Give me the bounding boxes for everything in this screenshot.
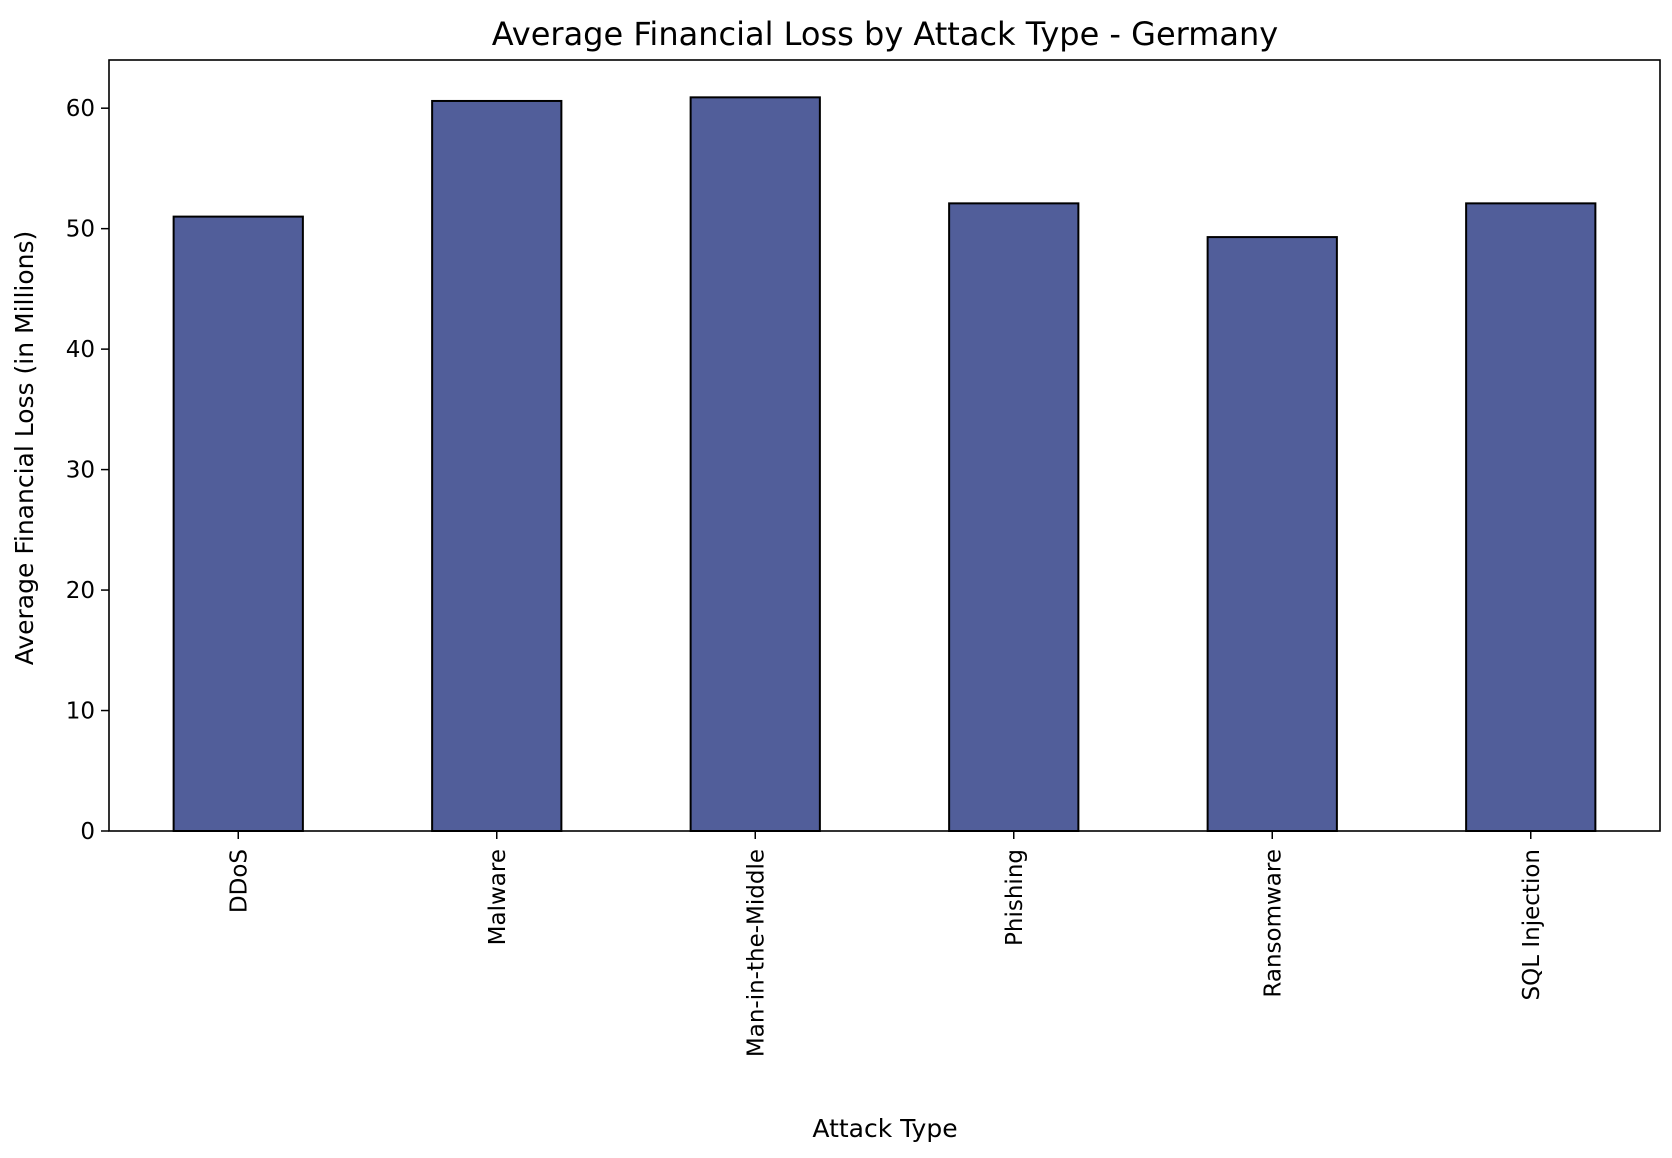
bar-ddos [172, 215, 304, 832]
bar-man-in-the-middle [689, 96, 821, 832]
y-axis-ticks: 0 10 20 30 40 50 60 [66, 96, 109, 845]
y-tick-label: 30 [66, 458, 95, 484]
bars-layer [172, 96, 1597, 833]
x-tick-label: SQL Injection [1519, 849, 1545, 1000]
bar-phishing [948, 202, 1080, 833]
x-tick-label: Malware [485, 849, 511, 945]
y-tick-label: 60 [66, 96, 95, 122]
bar-malware [431, 99, 563, 833]
x-axis-ticks: DDoS Malware Man-in-the-Middle Phishing Rans… [226, 831, 1545, 1057]
x-axis-label: Attack Type [812, 1114, 957, 1143]
plot-area [108, 59, 1661, 832]
x-tick-label: DDoS [226, 849, 252, 913]
bar-ransomware [1206, 236, 1338, 833]
x-tick-label: Ransomware [1260, 849, 1286, 998]
y-axis-label: Average Financial Loss (in Millions) [10, 231, 39, 666]
y-tick-label: 0 [80, 819, 95, 845]
y-tick-label: 50 [66, 217, 95, 243]
y-tick-label: 20 [66, 578, 95, 604]
y-tick-label: 10 [66, 699, 95, 725]
bar-sql-injection [1465, 202, 1597, 833]
plot-frame [108, 59, 1661, 832]
chart-title: Average Financial Loss by Attack Type - … [492, 15, 1278, 53]
x-tick-label: Phishing [1002, 849, 1028, 946]
y-tick-label: 40 [66, 337, 95, 363]
x-tick-label: Man-in-the-Middle [743, 849, 769, 1057]
